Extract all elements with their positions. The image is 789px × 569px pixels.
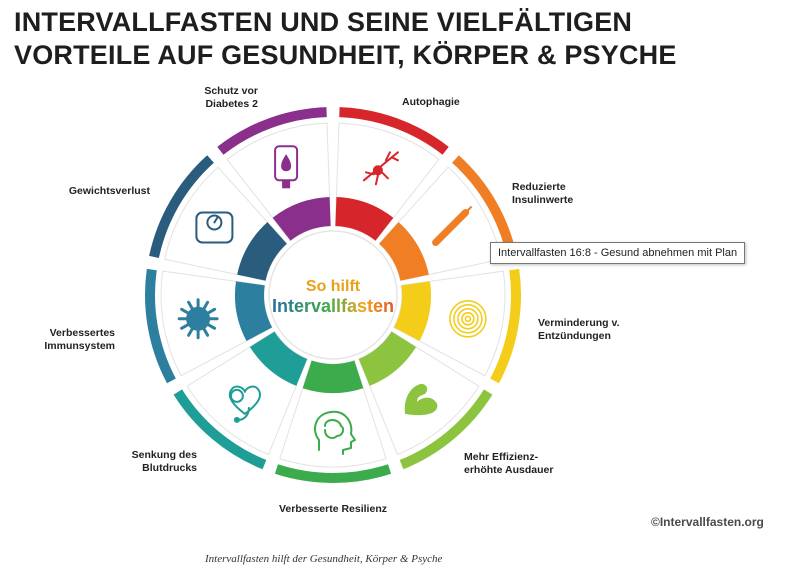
syringe-icon	[432, 205, 473, 246]
segment-outer-arc	[149, 155, 214, 258]
segment-label: Verbesserte Resilienz	[279, 503, 387, 515]
segment-inner-band	[358, 331, 417, 386]
segment-label-line: Entzündungen	[538, 330, 611, 342]
segment-label: Mehr Effizienz-erhöhte Ausdauer	[464, 451, 553, 476]
segment-outer-arc	[173, 389, 267, 470]
segment-label-line: Verbessertes	[50, 327, 116, 339]
segment-label: Gewichtsverlust	[69, 185, 151, 197]
segment-label-line: Gewichtsverlust	[69, 185, 151, 197]
segment-label-line: Autophagie	[402, 96, 460, 108]
segment-inner-band	[335, 197, 394, 241]
segment-label-line: Mehr Effizienz-	[464, 451, 539, 463]
segment-label: Verbessertes Immunsystem	[44, 327, 115, 352]
segment-label-line: Immunsystem	[44, 340, 115, 352]
segment-label-line: Verbesserte Resilienz	[279, 503, 387, 515]
segment-inner-band	[272, 197, 331, 241]
wheel-labels: Autophagie Reduzierte Insulinwerte Verminde…	[44, 85, 619, 515]
neuron-icon	[362, 151, 399, 186]
muscle-arm-icon	[404, 383, 438, 416]
segment-label-line: Reduzierte	[512, 181, 566, 193]
wheel-segment	[274, 359, 392, 483]
copyright-notice: ©Intervallfasten.org	[651, 515, 764, 529]
segment-label-line: Senkung des	[132, 449, 198, 461]
segment-outer-arc	[274, 464, 392, 483]
wheel-sectors	[145, 107, 521, 483]
wheel-icons	[177, 145, 487, 455]
segment-label: Senkung des Blutdrucks	[132, 449, 198, 474]
segment-inner-band	[234, 281, 273, 341]
center-line-2: Intervallfasten	[272, 296, 394, 316]
center-circle	[268, 230, 398, 360]
scale-icon	[195, 211, 234, 244]
segment-outer-arc	[452, 155, 517, 258]
segment-label-line: Schutz vor	[204, 85, 258, 97]
segment-outer-arc	[399, 389, 493, 470]
segment-inner-band	[393, 281, 432, 341]
wheel-segment	[149, 155, 288, 282]
segment-outer-arc	[217, 107, 327, 155]
virus-icon	[177, 298, 219, 340]
segment-inner-band	[249, 331, 308, 386]
glucose-meter-icon	[274, 145, 299, 189]
brain-head-icon	[314, 410, 356, 455]
title-line-1: INTERVALLFASTEN UND SEINE VIELFÄLTIGEN	[14, 7, 633, 37]
link-tooltip: Intervallfasten 16:8 - Gesund abnehmen m…	[490, 242, 746, 264]
segment-outer-arc	[145, 268, 176, 384]
wheel-segment	[393, 268, 521, 384]
segment-inner-band	[379, 222, 429, 281]
segment-label-line: Diabetes 2	[205, 98, 258, 110]
segment-label-line: Insulinwerte	[512, 194, 573, 206]
segment-label-line: Blutdrucks	[142, 462, 197, 474]
wheel-segment	[217, 107, 332, 242]
wheel-segment	[145, 268, 273, 384]
segment-inner-band	[237, 222, 287, 281]
segment-outer-arc	[339, 107, 449, 155]
blood-pressure-icon	[228, 385, 261, 423]
center-line-1: So hilft	[306, 278, 361, 295]
segment-label-line: erhöhte Ausdauer	[464, 464, 553, 476]
title-line-2: VORTEILE AUF GESUNDHEIT, KÖRPER & PSYCHE	[14, 40, 677, 70]
wheel-segment	[378, 155, 517, 282]
infographic-title: INTERVALLFASTEN UND SEINE VIELFÄLTIGEN V…	[14, 6, 677, 72]
segment-inner-band	[302, 360, 364, 394]
segment-label: Autophagie	[402, 96, 460, 108]
segment-label: Verminderung v. Entzündungen	[538, 317, 620, 342]
segment-label: Reduzierte Insulinwerte	[512, 181, 573, 206]
wheel-segment	[173, 330, 308, 470]
segment-outer-arc	[490, 268, 521, 384]
image-caption: Intervallfasten hilft der Gesundheit, Kö…	[205, 553, 443, 565]
ripple-icon	[449, 299, 487, 338]
wheel-segment	[334, 107, 449, 242]
segment-label-line: Verminderung v.	[538, 317, 620, 329]
segment-label: Schutz vor Diabetes 2	[204, 85, 258, 110]
